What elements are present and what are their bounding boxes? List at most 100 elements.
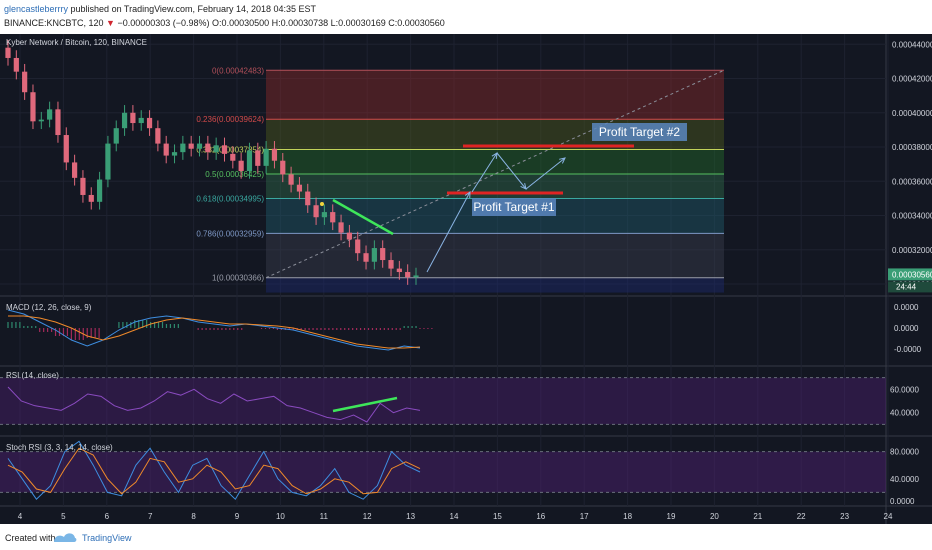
profit-target-2-label-box	[592, 123, 687, 141]
time-tick-label: 19	[667, 512, 676, 521]
rsi-divergence-line	[332, 396, 398, 413]
candle-body	[213, 145, 219, 153]
candle-body	[313, 205, 319, 218]
rsi-title: RSI (14, close)	[6, 371, 59, 380]
symbol-label: BINANCE:KNCBTC, 120	[4, 18, 104, 28]
path-arrow	[525, 157, 566, 190]
time-tick-label: 8	[191, 512, 196, 521]
candle-body	[230, 153, 236, 161]
candle-body	[196, 143, 203, 149]
candle-body	[405, 272, 411, 278]
candle-body	[221, 145, 228, 154]
time-tick-label: 9	[235, 512, 240, 521]
candle-body	[338, 222, 344, 233]
fib-zone	[266, 173, 724, 199]
price-tick-label: 0.00032000	[892, 246, 932, 255]
rsi-tick-label: 60.0000	[890, 385, 919, 394]
candle-body	[371, 248, 377, 262]
time-tick-label: 22	[797, 512, 806, 521]
fib-zone	[266, 70, 724, 120]
tradingview-logo-icon	[54, 533, 77, 542]
footer-bar: Created with TradingView	[0, 524, 932, 550]
price-tick-label: 0.00040000	[892, 109, 932, 118]
candle-body	[72, 162, 78, 178]
time-tick-label: 6	[105, 512, 110, 521]
candle-body	[330, 212, 336, 223]
time-axis[interactable]: 4 5 6 7 8 9 10 11 12 13 14 15 16 17 18 19 20 21 22 23 24	[18, 512, 893, 521]
drawing-annotations[interactable]: Profit Target #2 Profit Target #1	[320, 123, 687, 273]
fibonacci-retracement[interactable]: 0(0.00042483) 0.236(0.00039624) 0.382(0.00…	[196, 66, 725, 293]
candle-body	[188, 143, 194, 149]
candle-body	[413, 275, 419, 278]
countdown-badge	[888, 281, 932, 293]
candle-body	[280, 160, 286, 175]
profit-target-1-label-box	[472, 198, 556, 216]
candle-body	[396, 268, 402, 273]
fib-level-label: 0.236(0.00039624)	[196, 115, 264, 124]
candlestick-series	[5, 39, 419, 285]
candle-body	[138, 117, 144, 124]
profit-target-1-label: Profit Target #1	[473, 200, 554, 214]
candle-body	[155, 128, 161, 144]
pane-separators	[0, 34, 932, 524]
candle-body	[271, 148, 278, 161]
chart-canvas[interactable]: 0(0.00042483) 0.236(0.00039624) 0.382(0.00…	[0, 34, 932, 524]
path-arrow	[426, 191, 471, 273]
stoch-rsi-title: Stoch RSI (3, 3, 14, 14, close)	[6, 443, 113, 452]
time-tick-label: 15	[493, 512, 502, 521]
fib-zone	[266, 233, 724, 278]
price-axis[interactable]: 0.00044000 0.00042000 0.00040000 0.00038000…	[888, 40, 932, 293]
stoch-band	[0, 451, 886, 493]
profit-target-2-label: Profit Target #2	[599, 125, 680, 139]
fib-level-label: 0.618(0.00034995)	[196, 194, 264, 203]
chart-area[interactable]: 0(0.00042483) 0.236(0.00039624) 0.382(0.00…	[0, 34, 932, 524]
candle-body	[263, 148, 269, 166]
candle-body	[171, 152, 178, 156]
tradingview-link[interactable]: TradingView	[82, 533, 132, 543]
down-arrow-icon: ▼	[106, 18, 115, 28]
rsi-tick-label: 40.0000	[890, 409, 919, 418]
time-tick-label: 17	[580, 512, 589, 521]
price-tick-label: 0.00034000	[892, 212, 932, 221]
created-with-label: Created with	[5, 533, 56, 543]
arrow-head-icon	[464, 190, 471, 199]
time-tick-label: 5	[61, 512, 66, 521]
candle-body	[296, 184, 303, 192]
time-tick-label: 4	[18, 512, 23, 521]
macd-title: MACD (12, 26, close, 9)	[6, 303, 92, 312]
candle-body	[238, 160, 244, 171]
candle-body	[180, 143, 186, 153]
path-arrow	[471, 152, 498, 193]
time-tick-label: 23	[840, 512, 849, 521]
fib-level-label: 0(0.00042483)	[212, 66, 264, 75]
candle-body	[88, 194, 94, 202]
candle-body	[22, 71, 28, 93]
candle-body	[355, 239, 361, 254]
divergence-price-line	[332, 198, 394, 236]
time-tick-label: 20	[710, 512, 719, 521]
candle-body	[113, 128, 119, 144]
publication-header: glencastleberrry published on TradingVie…	[0, 0, 932, 34]
candle-body	[5, 47, 11, 58]
publisher-username[interactable]: glencastleberrry	[4, 4, 69, 14]
candle-body	[80, 177, 86, 195]
time-tick-label: 12	[363, 512, 372, 521]
time-tick-label: 11	[320, 512, 329, 521]
stoch-tick-label: 0.0000	[890, 497, 915, 506]
time-tick-label: 7	[148, 512, 153, 521]
rsi-band	[0, 377, 886, 425]
macd-pane: 0.0000 0.0000 -0.0000	[7, 303, 922, 354]
macd-signal-line	[8, 315, 421, 349]
stoch-rsi-pane: 80.0000 40.0000 0.0000	[0, 440, 919, 506]
stoch-k-line	[7, 440, 421, 500]
fib-level-label: 0.786(0.00032959)	[196, 229, 264, 238]
chart-title: Kyber Network / Bitcoin, 120, BINANCE	[6, 38, 147, 47]
candle-body	[388, 260, 394, 269]
last-price-label: 0.00030560	[892, 270, 932, 279]
macd-tick-label: 0.0000	[894, 303, 919, 312]
rsi-pane: 60.0000 40.0000	[0, 377, 919, 425]
candle-body	[30, 92, 36, 122]
candle-body	[288, 174, 294, 185]
ohlc-values: −0.00000303 (−0.98%) O:0.00030500 H:0.00…	[117, 18, 445, 28]
candle-body	[255, 150, 261, 166]
